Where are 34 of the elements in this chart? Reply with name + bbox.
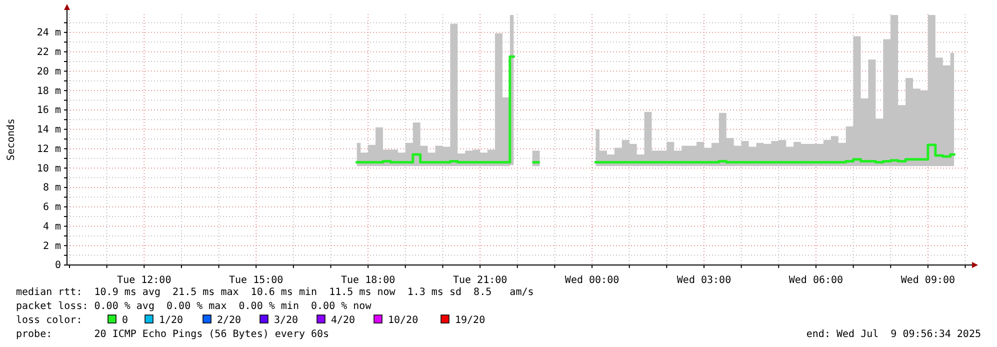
x-tick-label: Tue 12:00 [117,275,172,286]
x-tick-label: Tue 21:00 [452,275,508,286]
text: 3/20 [274,315,298,326]
x-tick-label: Wed 03:00 [676,275,732,286]
y-tick-label: 18 m [36,86,61,97]
y-tick-label: 6 m [42,202,61,214]
y-tick-label: 22 m [36,46,61,58]
text: 19/20 [455,315,486,326]
y-tick-label: 12 m [36,144,61,155]
x-tick-label: Tue 18:00 [340,275,396,286]
text: loss color: [16,315,82,326]
text: 10/20 [388,315,418,326]
text: 4/20 [331,315,356,326]
x-tick-label: Tue 15:00 [229,275,284,286]
text: median rtt: 10.9 ms avg 21.5 ms max 10.6 ms min 11.5 ms now 1.3 ms sd 8.5 am/s [16,287,534,298]
text: probe: 20 ICMP Echo Pings (56 Bytes) every 60s [16,329,330,340]
y-axis-title: Seconds [6,118,17,161]
y-tick-label: 14 m [36,124,61,136]
y-tick-label: 20 m [36,66,61,78]
y-tick-label: 2 m [42,240,61,252]
y-tick-label: 10 m [36,163,61,174]
x-tick-label: Wed 00:00 [564,275,620,286]
x-tick-label: Wed 06:00 [788,275,844,286]
y-tick-label: 0 [54,260,61,272]
x-tick-label: Wed 09:00 [900,275,956,286]
y-tick-label: 4 m [42,221,61,232]
text: 1/20 [159,315,184,326]
text: packet loss: 0.00 % avg 0.00 % max 0.00 % min 0.00 % now [16,301,372,312]
text: 2/20 [217,315,242,326]
y-tick-label: 16 m [36,105,61,116]
text: end: Wed Jul 9 09:56:34 2025 [806,329,981,340]
y-tick-label: 8 m [42,182,61,194]
text: 0 [122,315,128,326]
y-tick-label: 24 m [36,28,61,39]
